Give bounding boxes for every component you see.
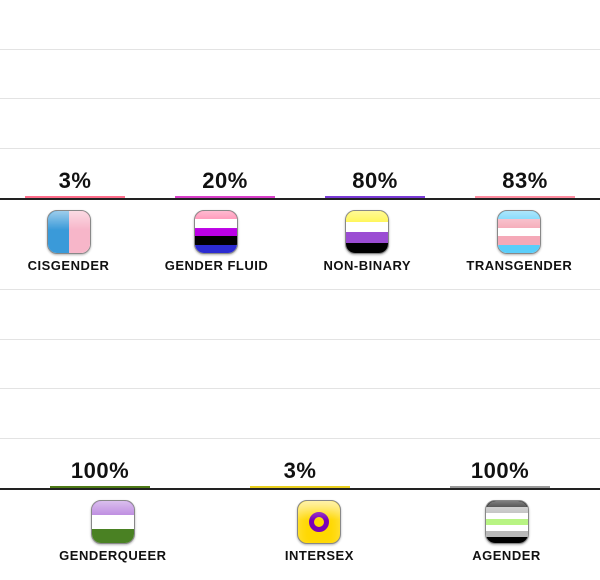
bars-row-2: 100% 3% 100% [0, 290, 600, 488]
bar-value-label: 3% [59, 168, 92, 194]
flag-icon [91, 500, 135, 544]
legend-label: TRANSGENDER [466, 258, 572, 273]
legend-row-1: CISGENDER GENDER FLUID NON-BINARY TRANSGEND… [0, 200, 600, 273]
legend-item-gender-fluid: GENDER FLUID [165, 210, 269, 273]
chart-area-2: 100% 3% 100% [0, 290, 600, 490]
bars-row-1: 3% 20% 80% 83% [0, 0, 600, 198]
flag-icon [497, 210, 541, 254]
bar-transgender: 83% [459, 168, 591, 198]
bar-rect [450, 486, 550, 488]
legend-label: AGENDER [472, 548, 541, 563]
legend-item-cisgender: CISGENDER [28, 210, 110, 273]
bar-value-label: 3% [284, 458, 317, 484]
chart-row-2: 100% 3% 100% GENDERQUEER INTERSEX AGENDER [0, 290, 600, 580]
legend-label: INTERSEX [285, 548, 354, 563]
gender-identity-chart: 3% 20% 80% 83% CISGENDER GENDER FLUID NON-BIN… [0, 0, 600, 580]
legend-item-non-binary: NON-BINARY [324, 210, 412, 273]
bar-gender-fluid: 20% [159, 168, 291, 198]
flag-icon [194, 210, 238, 254]
legend-label: GENDERQUEER [59, 548, 166, 563]
legend-label: CISGENDER [28, 258, 110, 273]
legend-label: NON-BINARY [324, 258, 412, 273]
legend-item-transgender: TRANSGENDER [466, 210, 572, 273]
bar-rect [50, 486, 150, 488]
bar-rect [475, 196, 575, 198]
legend-row-2: GENDERQUEER INTERSEX AGENDER [0, 490, 600, 563]
chart-row-1: 3% 20% 80% 83% CISGENDER GENDER FLUID NON-BIN… [0, 0, 600, 290]
flag-icon [297, 500, 341, 544]
legend-label: GENDER FLUID [165, 258, 269, 273]
bar-value-label: 83% [502, 168, 548, 194]
bar-intersex: 3% [210, 458, 390, 488]
bar-agender: 100% [410, 458, 590, 488]
bar-value-label: 100% [471, 458, 529, 484]
bar-rect [25, 196, 125, 198]
legend-item-intersex: INTERSEX [285, 500, 354, 563]
bar-value-label: 100% [71, 458, 129, 484]
flag-icon [345, 210, 389, 254]
chart-area-1: 3% 20% 80% 83% [0, 0, 600, 200]
bar-rect [175, 196, 275, 198]
bar-rect [325, 196, 425, 198]
bar-rect [250, 486, 350, 488]
flag-icon [47, 210, 91, 254]
bar-value-label: 20% [202, 168, 248, 194]
bar-genderqueer: 100% [10, 458, 190, 488]
bar-value-label: 80% [352, 168, 398, 194]
legend-item-genderqueer: GENDERQUEER [59, 500, 166, 563]
bar-cisgender: 3% [9, 168, 141, 198]
bar-non-binary: 80% [309, 168, 441, 198]
flag-icon [485, 500, 529, 544]
legend-item-agender: AGENDER [472, 500, 541, 563]
